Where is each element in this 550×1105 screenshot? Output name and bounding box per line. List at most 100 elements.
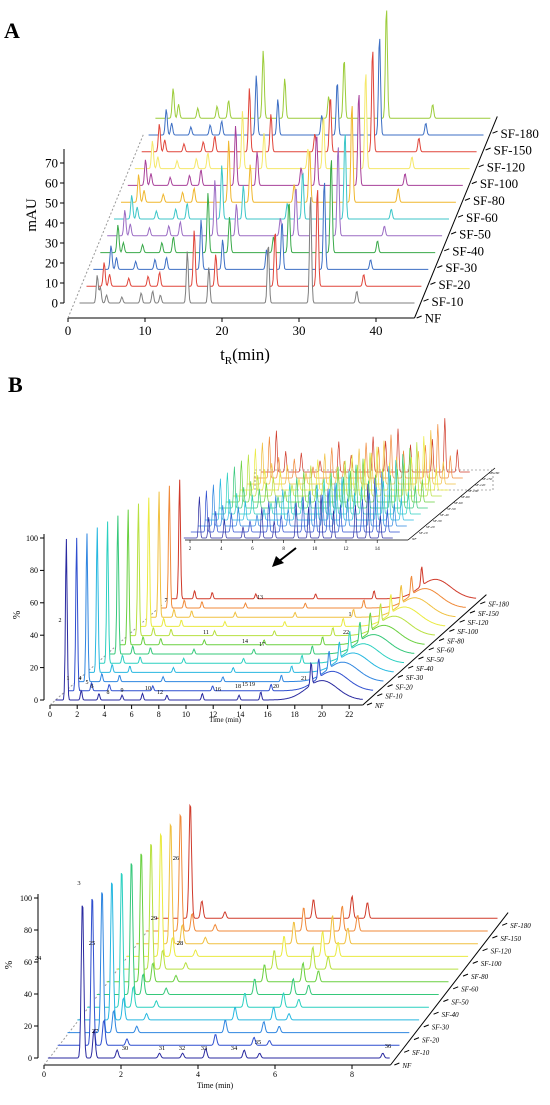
inset-arrow-head — [272, 556, 284, 567]
series-line-sf-120 — [148, 491, 456, 618]
x-tick-label: 0 — [42, 1070, 46, 1079]
x-tick-label: 16 — [264, 710, 272, 719]
series-label: SF-100 — [481, 960, 502, 968]
depth-axis-line — [362, 594, 487, 706]
x-tick-label: 14 — [236, 710, 244, 719]
trace-mask — [148, 491, 456, 619]
x-tick-label: 10 — [139, 323, 152, 338]
series-line-nf — [79, 197, 415, 304]
series-line-sf-150 — [158, 485, 466, 609]
series-line-sf-60 — [106, 853, 449, 983]
trace-mask — [126, 834, 469, 958]
peak-annotation: 4 — [79, 676, 82, 682]
trace-mask — [86, 527, 394, 674]
trace-mask — [87, 873, 430, 1009]
depth-tick — [462, 973, 469, 977]
trace-mask — [155, 10, 491, 120]
series-line-sf-50 — [96, 863, 439, 995]
inset-x-tick-label: 12 — [344, 547, 350, 552]
series-label: SF-120 — [487, 159, 525, 174]
x-axis-title: tR(min) — [220, 345, 270, 367]
inset-series-label: NF — [411, 537, 417, 541]
series-label: SF-150 — [478, 610, 499, 618]
series-label: NF — [401, 1062, 412, 1070]
series-line-sf-10 — [65, 537, 374, 692]
y-tick-label: 0 — [28, 1054, 32, 1063]
series-line-sf-50 — [114, 134, 449, 220]
y-tick-label: 20 — [45, 256, 58, 271]
depth-tick — [459, 619, 465, 623]
peak-annotation: 21 — [301, 676, 307, 682]
inset-depth-axis — [407, 467, 496, 541]
series-label: SF-10 — [412, 1049, 430, 1057]
peak-annotation: 30 — [122, 1045, 129, 1052]
depth-tick — [418, 656, 424, 660]
series-label: SF-40 — [416, 665, 434, 673]
inset-x-tick-label: 6 — [251, 547, 254, 552]
trace-mask — [168, 479, 477, 600]
series-label: SF-50 — [451, 998, 469, 1006]
peak-annotation: 27 — [92, 1028, 99, 1035]
inset-x-tick-label: 10 — [312, 547, 318, 552]
series-label: SF-180 — [501, 126, 539, 141]
series-line-sf-80 — [127, 503, 435, 637]
x-tick-label: 30 — [293, 323, 306, 338]
peak-annotation: 29 — [151, 915, 158, 922]
series-line-sf-80 — [116, 843, 459, 970]
inset-series-label: SF-180 — [489, 471, 500, 475]
y-tick-label: 20 — [30, 663, 38, 672]
y-tick-label: 70 — [45, 156, 58, 171]
depth-tick — [407, 665, 414, 669]
panel-a-letter: A — [4, 18, 20, 43]
trace-mask — [155, 805, 499, 920]
depth-tick — [492, 130, 498, 134]
peak-annotation: 14 — [242, 639, 248, 645]
inset-x-tick-label: 14 — [375, 547, 381, 552]
series-label: SF-180 — [510, 922, 531, 930]
depth-tick — [443, 999, 449, 1002]
series-line-sf-30 — [77, 882, 420, 1021]
x-tick-label: 4 — [196, 1070, 200, 1079]
series-label: SF-20 — [396, 683, 414, 691]
peak-annotation: 28 — [177, 940, 184, 947]
peak-annotation: 32 — [179, 1045, 186, 1052]
depth-tick — [492, 935, 498, 939]
inset-series-label: SF-40 — [440, 513, 449, 517]
series-line-sf-80 — [127, 94, 463, 186]
peak-annotation: 22 — [343, 630, 349, 636]
depth-tick — [469, 610, 476, 614]
trace-mask — [145, 815, 489, 932]
peak-annotation: 12 — [157, 690, 163, 696]
series-line-sf-30 — [86, 527, 394, 673]
series-line-sf-180 — [155, 10, 491, 119]
depth-tick — [452, 986, 459, 990]
peak-annotation: 1 — [349, 612, 352, 618]
peak-annotation: 18 — [235, 684, 241, 690]
x-tick-label: 20 — [216, 323, 229, 338]
peak-annotation: 34 — [231, 1045, 238, 1052]
depth-tick — [438, 638, 445, 642]
depth-tick — [457, 214, 464, 218]
depth-tick — [478, 164, 484, 168]
depth-tick — [387, 684, 393, 688]
depth-tick — [423, 1024, 429, 1028]
series-line-sf-100 — [134, 74, 470, 170]
series-line-nf — [55, 538, 363, 701]
series-label: SF-60 — [461, 986, 479, 994]
series-label: SF-100 — [457, 628, 478, 636]
peak-annotation: 11 — [203, 630, 209, 636]
series-line-sf-120 — [136, 822, 478, 945]
inset-x-tick-label: 8 — [282, 547, 285, 552]
trace-mask — [96, 521, 404, 665]
series-label: SF-80 — [447, 637, 465, 645]
series-label: SF-10 — [432, 294, 464, 309]
y-tick-label: 40 — [24, 990, 32, 999]
inset-series-label: SF-150 — [482, 477, 493, 481]
y-tick-label: 40 — [45, 216, 58, 231]
depth-tick — [416, 315, 422, 319]
series-line-sf-50 — [106, 515, 415, 655]
peak-annotation: 20 — [273, 684, 279, 690]
series-line-sf-40 — [87, 872, 429, 1008]
inset-series-label: SF-60 — [454, 501, 463, 505]
